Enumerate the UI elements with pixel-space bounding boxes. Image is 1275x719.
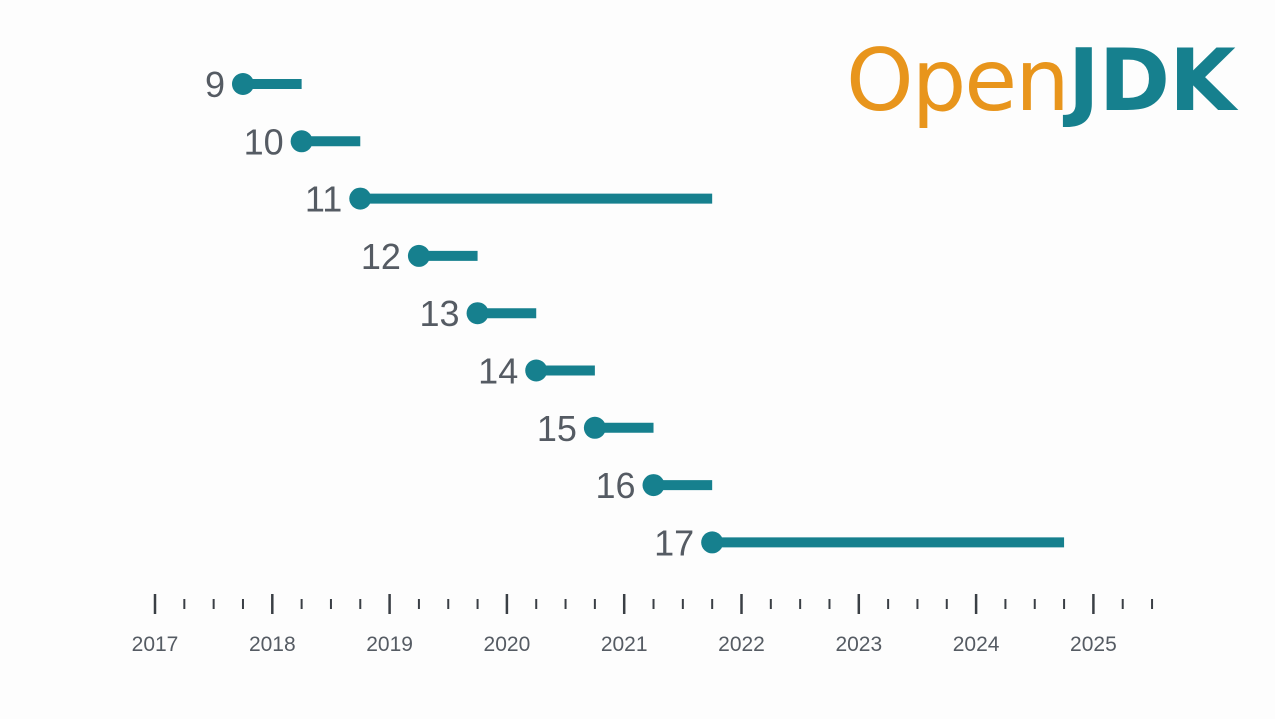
logo-jdk-text: JDK bbox=[1067, 31, 1236, 131]
release-14: 14 bbox=[478, 351, 595, 392]
release-label: 14 bbox=[478, 351, 518, 392]
release-11: 11 bbox=[305, 179, 713, 220]
release-12: 12 bbox=[361, 236, 478, 277]
x-tick-label: 2022 bbox=[718, 633, 765, 656]
logo-open-text: Open bbox=[846, 31, 1070, 131]
release-label: 15 bbox=[537, 408, 577, 449]
x-tick-label: 2024 bbox=[953, 633, 1000, 656]
release-label: 13 bbox=[420, 293, 460, 334]
release-17: 17 bbox=[654, 522, 1065, 563]
release-10: 10 bbox=[244, 121, 361, 162]
release-9: 9 bbox=[205, 64, 302, 105]
release-label: 17 bbox=[654, 522, 694, 563]
x-tick-label: 2019 bbox=[366, 633, 413, 656]
x-tick-label: 2025 bbox=[1070, 633, 1117, 656]
release-start-dot bbox=[407, 244, 430, 267]
release-label: 12 bbox=[361, 236, 401, 277]
release-start-dot bbox=[701, 531, 724, 554]
release-start-dot bbox=[231, 73, 254, 95]
x-tick-label: 2018 bbox=[249, 633, 296, 656]
release-15: 15 bbox=[537, 408, 654, 449]
release-start-dot bbox=[642, 474, 665, 497]
release-start-dot bbox=[466, 302, 489, 325]
release-13: 13 bbox=[420, 293, 537, 334]
x-tick-label: 2023 bbox=[835, 633, 882, 656]
release-start-dot bbox=[525, 359, 548, 382]
release-start-dot bbox=[349, 187, 372, 210]
release-label: 16 bbox=[595, 465, 635, 506]
release-label: 10 bbox=[244, 121, 284, 162]
release-start-dot bbox=[290, 130, 313, 153]
x-tick-label: 2020 bbox=[484, 633, 531, 656]
release-start-dot bbox=[583, 416, 606, 439]
release-label: 9 bbox=[205, 64, 225, 105]
openjdk-logo: OpenJDK bbox=[846, 38, 1236, 124]
release-16: 16 bbox=[595, 465, 713, 506]
x-axis: 2017 2018 2019 2020 2021 2022 2023 2024 2025 bbox=[132, 594, 1154, 656]
x-tick-label: 2017 bbox=[132, 633, 179, 656]
x-tick-label: 2021 bbox=[601, 633, 648, 656]
release-label: 11 bbox=[305, 179, 342, 220]
release-bars: 9 10 11 12 13 14 15 16 17 bbox=[205, 64, 1065, 563]
